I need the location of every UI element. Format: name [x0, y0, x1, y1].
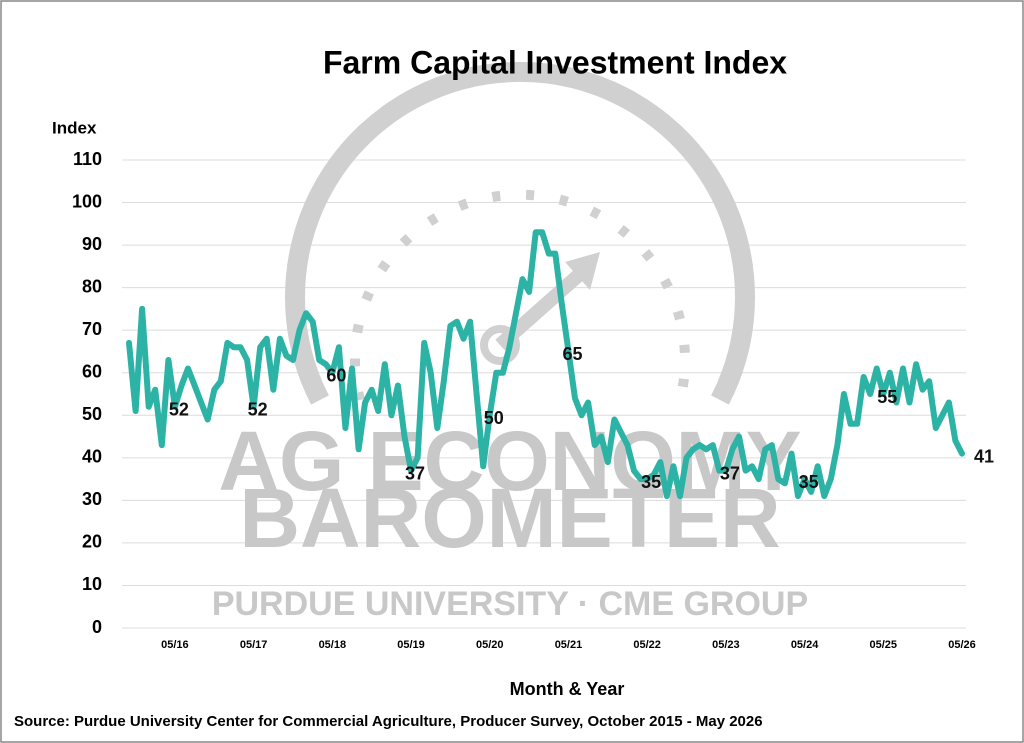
x-tick-label: 05/19 — [397, 639, 425, 651]
x-tick-label: 05/22 — [633, 639, 661, 651]
y-tick-label: 50 — [82, 404, 102, 424]
y-tick-label: 100 — [72, 191, 102, 211]
series-line — [126, 229, 965, 500]
y-tick-label: 30 — [82, 489, 102, 509]
y-tick-label: 20 — [82, 532, 102, 552]
y-axis-label: Index — [52, 118, 97, 137]
x-tick-label: 05/18 — [319, 639, 347, 651]
grid — [122, 159, 966, 629]
source-note: Source: Purdue University Center for Com… — [14, 713, 763, 730]
x-tick-label: 05/26 — [948, 639, 976, 651]
x-axis-label: Month & Year — [510, 679, 625, 699]
x-tick-label: 05/20 — [476, 639, 504, 651]
data-label: 52 — [248, 400, 268, 420]
data-label: 52 — [169, 400, 189, 420]
x-tick-label: 05/21 — [555, 639, 583, 651]
x-tick-label: 05/16 — [161, 639, 189, 651]
y-tick-label: 60 — [82, 361, 102, 381]
data-label: 37 — [405, 463, 425, 483]
data-label: 35 — [799, 472, 819, 492]
watermark-line: PURDUE UNIVERSITY · CME GROUP — [212, 585, 808, 623]
x-tick-label: 05/23 — [712, 639, 740, 651]
y-tick-label: 10 — [82, 574, 102, 594]
watermark-line: AG ECONOMY — [218, 414, 801, 508]
y-tick-label: 70 — [82, 319, 102, 339]
chart-title: Farm Capital Investment Index — [323, 44, 787, 80]
y-tick-label: 90 — [82, 234, 102, 254]
y-tick-label: 110 — [73, 149, 102, 169]
y-tick-label: 40 — [82, 447, 102, 467]
data-label: 60 — [326, 365, 346, 385]
x-tick-label: 05/24 — [791, 639, 819, 651]
data-label: 55 — [877, 387, 897, 407]
y-tick-label: 80 — [82, 276, 102, 296]
data-label: 35 — [641, 472, 661, 492]
data-label: 37 — [720, 463, 740, 483]
data-label: 65 — [562, 344, 582, 364]
data-label: 50 — [484, 408, 504, 428]
watermark-line: BAROMETER — [239, 471, 780, 565]
data-label: 41 — [974, 446, 994, 466]
x-tick-label: 05/25 — [870, 639, 898, 651]
y-tick-label: 0 — [92, 617, 102, 637]
x-tick-label: 05/17 — [240, 639, 268, 651]
